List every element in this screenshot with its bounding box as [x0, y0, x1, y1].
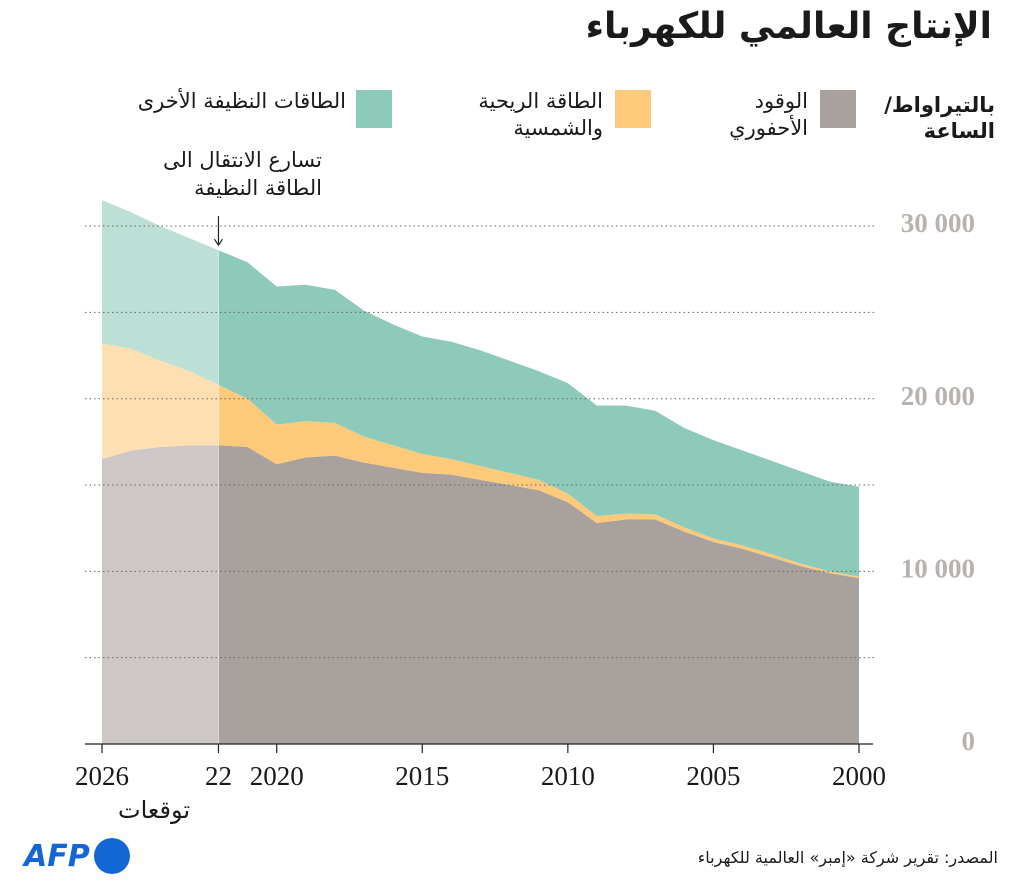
y-tick-label: 0	[962, 726, 976, 756]
logo: AFP	[24, 838, 130, 874]
y-tick-label: 10 000	[901, 554, 975, 584]
y-axis-label: بالتيراواط/ الساعة	[884, 93, 995, 144]
source: المصدر: تقرير شركة «إمبر» العالمية للكهر…	[697, 848, 998, 867]
annotation: تسارع الانتقال الى الطاقة النظيفة	[162, 148, 322, 201]
x-tick-label: 2010	[541, 761, 595, 791]
legend-swatch	[356, 90, 392, 128]
x-tick-label: 2000	[832, 761, 886, 791]
legend-swatch	[820, 90, 856, 128]
logo-dot	[93, 838, 130, 874]
logo-text: AFP	[24, 838, 90, 874]
legend-label: الطاقات النظيفة الأخرى	[137, 89, 346, 113]
x-tick-label: 22	[205, 761, 232, 791]
y-tick-label: 20 000	[901, 381, 975, 411]
forecast-shade	[102, 171, 219, 744]
chart-title: الإنتاج العالمي للكهرباء	[585, 6, 992, 47]
legend-label: الطاقة الريحية والشمسية	[478, 89, 603, 141]
legend-swatch	[615, 90, 651, 128]
area	[102, 445, 859, 744]
x-tick-label: 2020	[250, 761, 304, 791]
y-tick-label: 30 000	[901, 208, 975, 238]
x-tick-label: 2015	[395, 761, 449, 791]
x-tick-label: 2026	[75, 761, 129, 791]
x-tick-label: 2005	[686, 761, 740, 791]
forecast-label: توقعات	[118, 796, 191, 824]
area	[102, 200, 859, 577]
legend-label: الوقود الأحفوري	[729, 89, 808, 141]
annotation-arrowhead	[213, 238, 223, 247]
area	[102, 343, 859, 579]
